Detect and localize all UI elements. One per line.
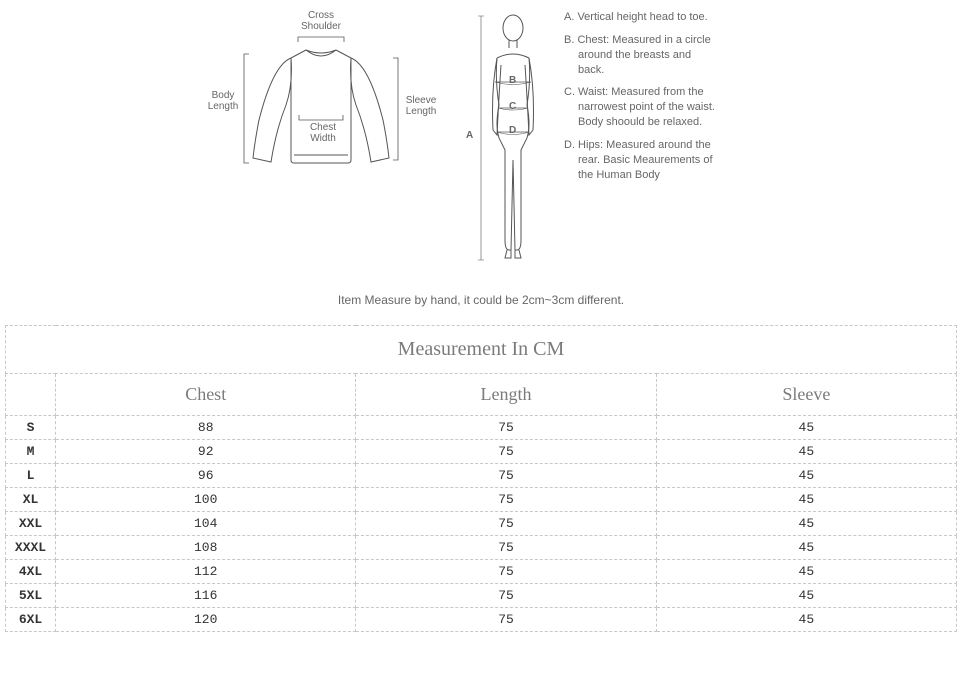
chest-cell: 88 — [56, 416, 356, 440]
sleeve-cell: 45 — [656, 584, 956, 608]
label-chest-width: ChestWidth — [303, 122, 343, 144]
table-row: S887545 — [6, 416, 957, 440]
table-row: XXL1047545 — [6, 512, 957, 536]
length-cell: 75 — [356, 512, 656, 536]
measurement-note: Item Measure by hand, it could be 2cm~3c… — [0, 293, 962, 307]
length-cell: 75 — [356, 608, 656, 632]
size-cell: L — [6, 464, 56, 488]
table-row: M927545 — [6, 440, 957, 464]
table-row: L967545 — [6, 464, 957, 488]
chest-cell: 92 — [56, 440, 356, 464]
size-cell: XL — [6, 488, 56, 512]
header-sleeve: Sleeve — [656, 374, 956, 416]
sleeve-cell: 45 — [656, 464, 956, 488]
size-cell: XXXL — [6, 536, 56, 560]
table-row: 4XL1127545 — [6, 560, 957, 584]
body-diagram: A B C D A. Vertical height head to toe. … — [471, 10, 731, 275]
chest-cell: 116 — [56, 584, 356, 608]
chest-cell: 120 — [56, 608, 356, 632]
sleeve-cell: 45 — [656, 488, 956, 512]
table-row: 6XL1207545 — [6, 608, 957, 632]
table-row: 5XL1167545 — [6, 584, 957, 608]
garment-diagram: CrossShoulder BodyLength ChestWidth Slee… — [231, 10, 411, 190]
definition-d: D. Hips: Measured around the rear. Basic… — [564, 138, 716, 183]
size-cell: 5XL — [6, 584, 56, 608]
length-cell: 75 — [356, 464, 656, 488]
label-a: A — [466, 130, 473, 141]
sleeve-cell: 45 — [656, 560, 956, 584]
length-cell: 75 — [356, 560, 656, 584]
length-cell: 75 — [356, 440, 656, 464]
definition-b: B. Chest: Measured in a circle around th… — [564, 33, 716, 78]
label-c: C — [509, 101, 516, 112]
header-chest: Chest — [56, 374, 356, 416]
chest-cell: 104 — [56, 512, 356, 536]
definitions-list: A. Vertical height head to toe. B. Chest… — [556, 10, 716, 275]
label-sleeve-length: SleeveLength — [401, 95, 441, 117]
table-row: XL1007545 — [6, 488, 957, 512]
size-cell: M — [6, 440, 56, 464]
table-row: XXXL1087545 — [6, 536, 957, 560]
sleeve-cell: 45 — [656, 536, 956, 560]
sleeve-cell: 45 — [656, 440, 956, 464]
chest-cell: 112 — [56, 560, 356, 584]
diagram-area: CrossShoulder BodyLength ChestWidth Slee… — [0, 0, 962, 275]
label-cross-shoulder: CrossShoulder — [291, 10, 351, 32]
chest-cell: 108 — [56, 536, 356, 560]
label-d: D — [509, 125, 516, 136]
length-cell: 75 — [356, 416, 656, 440]
sleeve-cell: 45 — [656, 416, 956, 440]
definition-a: A. Vertical height head to toe. — [564, 10, 716, 25]
size-table: Measurement In CM Chest Length Sleeve S8… — [5, 325, 957, 632]
length-cell: 75 — [356, 536, 656, 560]
label-body-length: BodyLength — [203, 90, 243, 112]
size-cell: 6XL — [6, 608, 56, 632]
length-cell: 75 — [356, 584, 656, 608]
definition-c: C. Waist: Measured from the narrowest po… — [564, 85, 716, 130]
chest-cell: 100 — [56, 488, 356, 512]
sleeve-cell: 45 — [656, 608, 956, 632]
chest-cell: 96 — [56, 464, 356, 488]
sleeve-cell: 45 — [656, 512, 956, 536]
header-size — [6, 374, 56, 416]
length-cell: 75 — [356, 488, 656, 512]
label-b: B — [509, 75, 516, 86]
size-cell: 4XL — [6, 560, 56, 584]
header-length: Length — [356, 374, 656, 416]
table-title: Measurement In CM — [6, 326, 957, 374]
size-cell: XXL — [6, 512, 56, 536]
size-cell: S — [6, 416, 56, 440]
